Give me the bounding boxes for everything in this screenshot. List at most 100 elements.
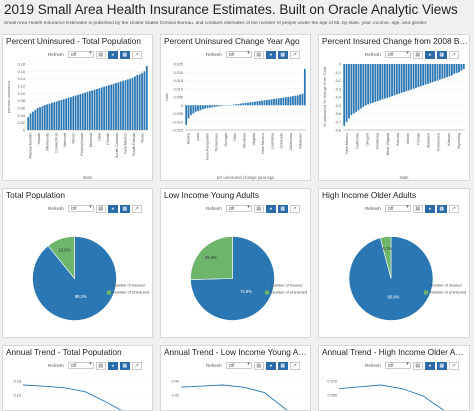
share-icon[interactable]: ↗ [131, 361, 142, 370]
bar-chart-icon[interactable]: ▤ [95, 50, 106, 59]
x-tick-label: New Mexico [345, 133, 349, 154]
x-tick-label: Arizona [396, 132, 400, 146]
panel-p2: Percent Uninsured Change Year Ago Refresh… [160, 34, 311, 181]
legend-label: Number of Uninsured [271, 291, 307, 295]
table-icon[interactable]: ▦ [436, 361, 447, 370]
x-axis-label: pct uninsured change year ago [217, 175, 275, 180]
share-icon[interactable]: ↗ [289, 204, 300, 213]
refresh-select[interactable]: Off [384, 362, 411, 369]
bar [126, 79, 129, 130]
bar [134, 76, 136, 130]
refresh-select[interactable]: Off [67, 51, 94, 58]
bar-chart-icon[interactable]: ▤ [412, 50, 423, 59]
table-icon[interactable]: ▦ [119, 50, 130, 59]
bar [458, 64, 460, 73]
bar [244, 102, 247, 106]
refresh-select[interactable]: Off [67, 362, 94, 369]
bar-chart-icon[interactable]: ▤ [95, 204, 106, 213]
bar [201, 105, 204, 110]
table-icon[interactable]: ▦ [119, 361, 130, 370]
legend-swatch [424, 283, 428, 288]
panel-p7: Annual Trend - Total Population Refresh Of… [2, 345, 153, 411]
bar [187, 105, 190, 119]
bar-chart-icon[interactable]: ▤ [95, 361, 106, 370]
bar [367, 64, 370, 105]
pie-chart-icon[interactable]: ◕ [424, 361, 435, 370]
x-tick-label: Hawaii [37, 133, 41, 145]
y-tick-label: -0.005 [172, 112, 183, 116]
share-icon[interactable]: ↗ [448, 361, 459, 370]
bar [129, 78, 132, 130]
refresh-label: Refresh [365, 363, 381, 368]
pie-chart-icon[interactable]: ◕ [107, 50, 118, 59]
refresh-select[interactable]: Off [67, 205, 94, 212]
refresh-select[interactable]: Off [225, 51, 252, 58]
bar [39, 107, 41, 130]
bar [407, 64, 410, 91]
refresh-select[interactable]: Off [225, 362, 252, 369]
bar [62, 99, 65, 130]
bar [254, 101, 256, 106]
share-icon[interactable]: ↗ [448, 204, 459, 213]
bar [350, 64, 353, 116]
table-icon[interactable]: ▦ [277, 204, 288, 213]
y-tick-label: 0.020 [173, 71, 183, 75]
bar [48, 103, 51, 130]
bar [405, 64, 408, 92]
bar-chart-icon[interactable]: ▤ [253, 50, 264, 59]
refresh-select[interactable]: Off [384, 205, 411, 212]
bar [112, 83, 115, 130]
refresh-label: Refresh [206, 363, 222, 368]
refresh-label: Refresh [48, 52, 64, 57]
pie-chart-icon[interactable]: ◕ [424, 204, 435, 213]
y-tick-label: 0.070 [327, 380, 337, 384]
x-tick-label: Missouri [89, 133, 93, 147]
bar [386, 64, 389, 98]
bar [412, 64, 415, 89]
table-icon[interactable]: ▦ [277, 50, 288, 59]
y-tick-label: 0.18 [14, 380, 21, 384]
bar [287, 97, 290, 106]
bar [403, 64, 405, 93]
share-icon[interactable]: ↗ [289, 361, 300, 370]
share-icon[interactable]: ↗ [131, 204, 142, 213]
bar-chart-icon[interactable]: ▤ [253, 361, 264, 370]
bar-chart-icon[interactable]: ▤ [412, 204, 423, 213]
bar [427, 64, 429, 84]
table-icon[interactable]: ▦ [119, 204, 130, 213]
pie-chart-icon[interactable]: ◕ [265, 361, 276, 370]
pie-chart-icon[interactable]: ◕ [107, 361, 118, 370]
bar [190, 105, 192, 116]
bar [395, 64, 398, 95]
bar [29, 113, 32, 130]
table-icon[interactable]: ▦ [436, 204, 447, 213]
table-icon[interactable]: ▦ [436, 50, 447, 59]
bar-chart-icon[interactable]: ▤ [412, 361, 423, 370]
table-icon[interactable]: ▦ [277, 361, 288, 370]
bar [282, 97, 285, 106]
bar [70, 97, 72, 130]
pie-chart-icon[interactable]: ◕ [265, 50, 276, 59]
bar [357, 64, 360, 111]
bar [265, 99, 268, 106]
bar [41, 106, 44, 130]
bar [434, 64, 436, 82]
bar [131, 77, 134, 130]
pie-chart-icon[interactable]: ◕ [265, 204, 276, 213]
share-icon[interactable]: ↗ [289, 50, 300, 59]
bar-chart: 0 -0.1 -0.2 -0.3 -0.4 -0.5 -0.6 -0.7 -0.8 New Mex… [322, 63, 465, 180]
refresh-select[interactable]: Off [384, 51, 411, 58]
bar-chart-icon[interactable]: ▤ [253, 204, 264, 213]
pie-chart-icon[interactable]: ◕ [424, 50, 435, 59]
bar [273, 98, 275, 106]
pie-chart-icon[interactable]: ◕ [107, 204, 118, 213]
bar [27, 117, 30, 130]
bar [415, 64, 417, 88]
refresh-select[interactable]: Off [225, 205, 252, 212]
share-icon[interactable]: ↗ [448, 50, 459, 59]
share-icon[interactable]: ↗ [131, 50, 142, 59]
y-tick-label: 0.015 [173, 79, 183, 83]
